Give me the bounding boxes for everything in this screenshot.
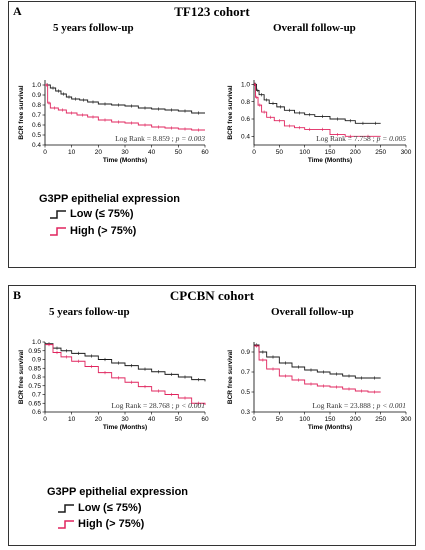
y-tick-label: 0.9 xyxy=(32,92,41,99)
series-high-curve xyxy=(45,344,206,405)
series-low-curve xyxy=(45,343,206,382)
y-tick-label: 0.5 xyxy=(32,132,41,139)
x-tick-label: 250 xyxy=(375,416,386,423)
legend-label: High (> 75%) xyxy=(70,225,137,237)
chart-title: Overall follow-up xyxy=(271,306,354,318)
legend-title: G3PP epithelial expression xyxy=(39,193,181,205)
y-tick-label: 0.8 xyxy=(32,102,41,109)
y-tick-label: 0.4 xyxy=(32,142,41,149)
y-tick-label: 0.7 xyxy=(32,112,41,119)
x-tick-label: 100 xyxy=(299,149,310,156)
y-axis-label: BCR free survival xyxy=(227,85,234,139)
legend-step-icon xyxy=(58,504,74,513)
y-tick-label: 0.65 xyxy=(28,400,41,407)
x-tick-label: 300 xyxy=(401,416,412,423)
legend-step-icon xyxy=(50,210,66,219)
x-tick-label: 30 xyxy=(121,149,129,156)
x-tick-label: 0 xyxy=(43,149,47,156)
y-tick-label: 0.9 xyxy=(32,357,41,364)
legend-item-high: High (> 75%) xyxy=(57,518,144,530)
x-axis-label: Time (Months) xyxy=(103,424,147,431)
km-plot-cpcbn-overall: 0 50 100 150 200 250 300 0.3 0.5 0.7 0.9 Time (Mont… xyxy=(227,342,412,431)
log-rank-annotation: Log Rank = 7.758 ; p = 0.005 xyxy=(316,134,406,143)
y-tick-label: 0.8 xyxy=(32,374,41,381)
y-tick-label: 0.95 xyxy=(28,348,41,355)
y-tick-label: 0.4 xyxy=(241,134,250,141)
y-tick-label: 0.85 xyxy=(28,365,41,372)
log-rank-annotation: Log Rank = 8.859 ; p = 0.003 xyxy=(115,134,205,143)
x-tick-label: 150 xyxy=(325,416,336,423)
x-tick-label: 60 xyxy=(201,416,209,423)
panel-b: B CPCBN cohort 5 years follow-up Overall… xyxy=(8,285,416,546)
y-tick-label: 0.9 xyxy=(241,349,250,356)
series-high-curve xyxy=(254,83,381,137)
y-tick-label: 1.0 xyxy=(32,339,41,346)
chart-title: Overall follow-up xyxy=(273,22,356,34)
legend-item-low: Low (≤ 75%) xyxy=(49,208,134,220)
x-axis-label: Time (Months) xyxy=(308,424,352,431)
y-axis-label: BCR free survival xyxy=(227,350,234,404)
x-tick-label: 200 xyxy=(350,149,361,156)
x-tick-label: 30 xyxy=(121,416,129,423)
x-tick-label: 10 xyxy=(68,149,76,156)
x-tick-label: 0 xyxy=(252,149,256,156)
legend-label: Low (≤ 75%) xyxy=(70,208,134,220)
y-axis-label: BCR free survival xyxy=(18,350,25,404)
y-tick-label: 0.6 xyxy=(241,116,250,123)
y-tick-label: 0.6 xyxy=(32,409,41,416)
x-tick-label: 300 xyxy=(401,149,412,156)
y-tick-label: 0.7 xyxy=(32,392,41,399)
km-plot-tf123-overall: 0 50 100 150 200 250 300 0.4 0.6 0.8 1.0 Time (Mont… xyxy=(227,80,412,164)
series-high-curve xyxy=(45,84,205,131)
x-tick-label: 50 xyxy=(175,416,183,423)
y-axis-label: BCR free survival xyxy=(18,85,25,139)
x-tick-label: 200 xyxy=(350,416,361,423)
x-tick-label: 150 xyxy=(325,149,336,156)
y-tick-label: 1.0 xyxy=(32,82,41,89)
cohort-title: TF123 cohort xyxy=(174,4,250,19)
y-tick-label: 0.6 xyxy=(32,122,41,129)
panel-letter: A xyxy=(13,4,22,18)
x-axis-label: Time (Months) xyxy=(103,157,147,164)
x-tick-label: 0 xyxy=(43,416,47,423)
series-low-curve xyxy=(45,84,205,114)
x-tick-label: 50 xyxy=(276,149,284,156)
x-axis-label: Time (Months) xyxy=(308,157,352,164)
legend-title: G3PP epithelial expression xyxy=(47,486,189,498)
y-tick-label: 0.5 xyxy=(241,389,250,396)
chart-title: 5 years follow-up xyxy=(53,22,134,34)
y-tick-label: 0.7 xyxy=(241,369,250,376)
x-tick-label: 50 xyxy=(276,416,284,423)
x-tick-label: 100 xyxy=(299,416,310,423)
y-tick-label: 0.8 xyxy=(241,99,250,106)
series-low-curve xyxy=(254,83,381,124)
legend-step-icon xyxy=(50,227,66,236)
log-rank-annotation: Log Rank = 28.768 ; p < 0.001 xyxy=(111,401,205,410)
legend-label: Low (≤ 75%) xyxy=(78,502,142,514)
panel-letter: B xyxy=(13,288,22,302)
x-tick-label: 40 xyxy=(148,416,156,423)
y-tick-label: 0.3 xyxy=(241,409,250,416)
x-tick-label: 60 xyxy=(201,149,209,156)
legend-item-high: High (> 75%) xyxy=(49,225,136,237)
x-tick-label: 0 xyxy=(252,416,256,423)
legend-step-icon xyxy=(58,520,74,529)
panel-a: A TF123 cohort 5 years follow-up Overall… xyxy=(8,1,416,268)
x-tick-label: 10 xyxy=(68,416,76,423)
x-tick-label: 250 xyxy=(375,149,386,156)
x-tick-label: 20 xyxy=(95,149,103,156)
x-tick-label: 50 xyxy=(175,149,183,156)
cohort-title: CPCBN cohort xyxy=(169,288,255,303)
x-tick-label: 40 xyxy=(148,149,156,156)
legend-label: High (> 75%) xyxy=(78,518,145,530)
series-low-curve xyxy=(254,344,381,379)
chart-title: 5 years follow-up xyxy=(49,306,130,318)
log-rank-annotation: Log Rank = 23.888 ; p < 0.001 xyxy=(312,401,406,410)
km-plot-tf123-5yr: 0 10 20 30 40 50 60 0.4 0.5 0.6 0.7 0.8 0.9 1.0 Time (… xyxy=(18,80,209,164)
legend-item-low: Low (≤ 75%) xyxy=(57,502,142,514)
km-plot-cpcbn-5yr: 0 10 20 30 40 50 60 0.6 0.650.7 0.75 0.8 0.850.9 0.9… xyxy=(18,339,209,431)
y-tick-label: 0.75 xyxy=(28,383,41,390)
y-tick-label: 1.0 xyxy=(241,82,250,89)
x-tick-label: 20 xyxy=(95,416,103,423)
